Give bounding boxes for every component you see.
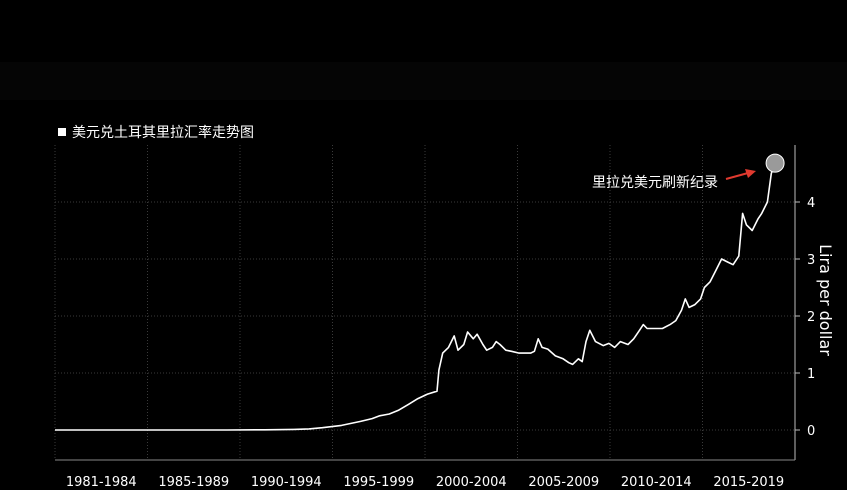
legend: 美元兑土耳其里拉汇率走势图 (58, 122, 254, 142)
y-tick-label: 3 (807, 253, 815, 268)
x-tick-label: 2000-2004 (436, 475, 507, 490)
y-tick-label: 0 (807, 424, 815, 439)
x-tick-label: 2015-2019 (713, 475, 784, 490)
y-tick-label: 2 (807, 310, 815, 325)
x-tick-label: 1985-1989 (158, 475, 229, 490)
x-tick-label: 1990-1994 (251, 475, 322, 490)
y-axis-title: Lira per dollar (816, 244, 835, 356)
x-tick-label: 1995-1999 (343, 475, 414, 490)
latest-point-marker (765, 153, 785, 173)
x-tick-label: 1981-1984 (66, 475, 137, 490)
legend-label: 美元兑土耳其里拉汇率走势图 (72, 125, 254, 141)
annotation-arrowhead (745, 169, 756, 178)
annotation-text: 里拉兑美元刷新纪录 (592, 175, 718, 191)
y-tick-label: 1 (807, 367, 815, 382)
header-band (0, 62, 847, 100)
y-tick-label: 4 (807, 196, 815, 211)
x-tick-label: 2010-2014 (621, 475, 692, 490)
legend-swatch (58, 128, 66, 136)
x-tick-label: 2005-2009 (528, 475, 599, 490)
annotation-arrow (725, 172, 749, 180)
series-line (55, 161, 776, 431)
